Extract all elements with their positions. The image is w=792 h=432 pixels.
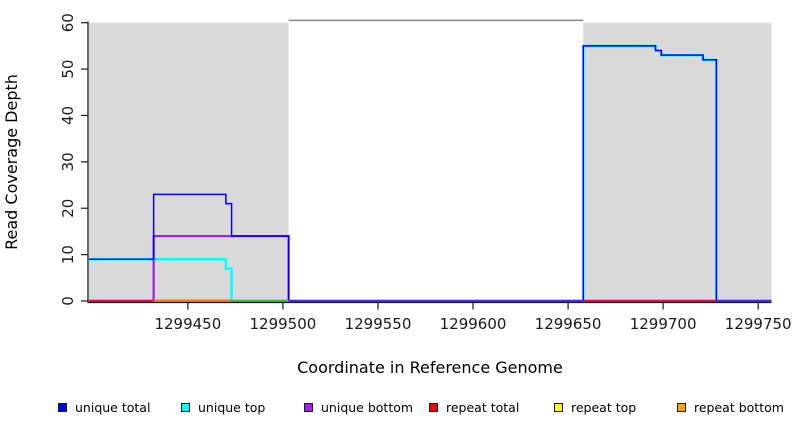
x-tick-label: 1299700 — [630, 315, 697, 333]
legend-label-repeat-bottom: repeat bottom — [694, 399, 784, 415]
shaded-region-left — [89, 22, 289, 302]
legend-label-repeat-top: repeat top — [571, 399, 637, 415]
legend-item-unique-top: unique top — [181, 398, 265, 416]
x-tick-label: 1299550 — [345, 315, 412, 333]
legend-item-unique-total: unique total — [58, 398, 150, 416]
legend: unique total unique top unique bottom re… — [0, 398, 792, 420]
legend-label-unique-bottom: unique bottom — [321, 399, 414, 415]
legend-swatch-unique-bottom — [304, 402, 313, 412]
legend-item-repeat-bottom: repeat bottom — [677, 398, 784, 416]
x-axis-title: Coordinate in Reference Genome — [297, 358, 563, 377]
y-tick-label: 50 — [59, 60, 77, 79]
axes: 1299450 1299500 1299550 1299600 1299650 12997… — [59, 13, 792, 333]
y-tick-label: 10 — [59, 245, 77, 264]
legend-swatch-unique-total — [58, 402, 67, 412]
legend-item-repeat-total: repeat total — [429, 398, 519, 416]
x-tick-label: 1299600 — [440, 315, 507, 333]
y-tick-label: 20 — [59, 199, 77, 218]
legend-label-repeat-total: repeat total — [446, 399, 520, 415]
y-tick-label: 60 — [59, 13, 77, 32]
x-tick-label: 1299500 — [250, 315, 317, 333]
legend-label-unique-top: unique top — [198, 399, 266, 415]
y-tick-label: 40 — [59, 106, 77, 125]
legend-swatch-repeat-bottom — [677, 402, 686, 412]
y-tick-label: 30 — [59, 152, 77, 171]
y-tick-label: 0 — [59, 296, 77, 306]
legend-item-repeat-top: repeat top — [554, 398, 636, 416]
legend-swatch-repeat-top — [554, 402, 563, 412]
x-tick-label: 1299450 — [154, 315, 221, 333]
x-tick-label: 1299750 — [725, 315, 792, 333]
repeat-region-shading — [89, 22, 772, 302]
legend-swatch-repeat-total — [429, 402, 438, 412]
shaded-region-right — [583, 22, 772, 302]
legend-item-unique-bottom: unique bottom — [304, 398, 413, 416]
x-tick-label: 1299650 — [535, 315, 602, 333]
series-unique-total — [89, 45, 772, 302]
legend-label-unique-total: unique total — [75, 399, 151, 415]
legend-swatch-unique-top — [181, 402, 190, 412]
y-axis-title: Read Coverage Depth — [2, 74, 21, 250]
